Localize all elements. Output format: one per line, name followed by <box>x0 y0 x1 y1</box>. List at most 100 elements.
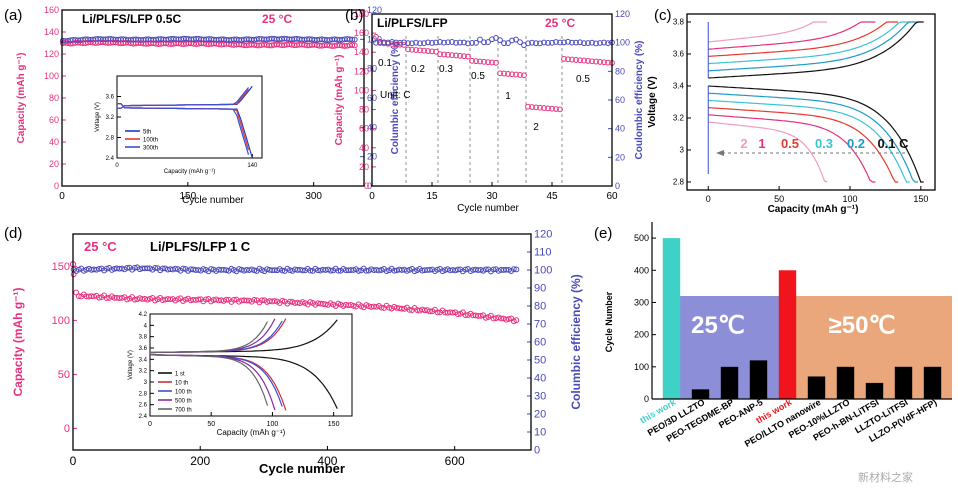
panel-b-x-tick-label: 30 <box>486 191 498 202</box>
efficiency-point <box>565 38 571 45</box>
discharge-curve <box>708 99 910 183</box>
panel-d-y-tick-label: 100 <box>52 315 70 327</box>
capacity-point <box>482 314 489 321</box>
panel-b-y-tick-label: 60 <box>359 124 369 134</box>
efficiency-point <box>335 267 342 274</box>
capacity-point <box>501 70 507 77</box>
panel-b-y-tick-label: 0 <box>364 181 369 191</box>
capacity-point <box>561 56 567 62</box>
capacity-point <box>549 105 555 112</box>
panel-e-y-tick-label: 500 <box>634 233 649 243</box>
rate-label: 0.2 <box>847 136 865 151</box>
panel-d-xlabel: Cycle number <box>259 461 345 476</box>
capacity-point <box>421 307 428 314</box>
efficiency-point <box>510 266 517 273</box>
capacity-point <box>307 299 314 305</box>
charge-curve <box>708 21 918 72</box>
capacity-point <box>597 59 603 65</box>
capacity-point <box>223 296 230 303</box>
efficiency-point <box>537 40 543 47</box>
capacity-point <box>406 306 413 313</box>
charge-curve <box>708 21 924 79</box>
capacity-point <box>477 58 483 65</box>
panel-d-y2-tick-label: 110 <box>534 247 552 259</box>
capacity-point <box>398 305 405 312</box>
efficiency-point <box>505 40 511 46</box>
inset-legend-label: 100th <box>143 138 158 144</box>
bar <box>865 382 884 399</box>
inset-ylabel: Voltage (V) <box>128 350 134 380</box>
panel-a-x-tick-label: 300 <box>305 191 322 202</box>
panel-d-ylabel-right: Columbic efficiency (%) <box>569 274 583 409</box>
capacity-point <box>251 296 258 303</box>
capacity-point <box>553 106 559 112</box>
efficiency-point <box>144 265 151 272</box>
bar <box>894 366 913 399</box>
efficiency-point <box>180 265 186 272</box>
capacity-point <box>449 309 456 316</box>
efficiency-point <box>271 267 278 274</box>
capacity-point <box>493 59 499 66</box>
panel-a-ylabel-left: Capacity (mAh g⁻¹) <box>16 53 27 144</box>
panel-b: 0 15 30 45 600204060801001201401601800204060… <box>334 7 645 214</box>
capacity-point <box>417 47 423 54</box>
panel-a-inset-x-tick-label: 0 <box>115 163 119 169</box>
rate-label: 0.3 <box>815 136 833 151</box>
capacity-point <box>601 59 607 66</box>
panel-a-y-tick-label: 40 <box>49 137 59 147</box>
panel-b-y-tick-label: 100 <box>354 85 369 95</box>
panel-d: 0 200 400 600050100150010203040506070809010… <box>4 225 583 476</box>
capacity-point <box>91 293 97 300</box>
efficiency-point <box>482 266 489 273</box>
panel-d-y2-tick-label: 90 <box>534 283 546 295</box>
capacity-point <box>131 296 138 303</box>
band-25c-label: 25℃ <box>691 312 745 339</box>
panel-b-y2-tick-label: 40 <box>615 124 625 134</box>
discharge-curve <box>708 85 924 183</box>
capacity-point <box>462 312 469 319</box>
panel-d-inset-y-tick-label: 3 <box>144 380 148 386</box>
rate-label: 1 <box>758 136 765 151</box>
panel-d-ylabel-left: Capacity (mAh g⁻¹) <box>11 287 25 396</box>
panel-b-y-tick-label: 140 <box>354 47 369 57</box>
bar <box>691 389 710 399</box>
capacity-point <box>287 298 293 305</box>
capacity-point <box>124 296 130 303</box>
bar <box>662 238 681 399</box>
efficiency-point <box>585 40 591 46</box>
panel-c-y-tick-label: 3.4 <box>673 82 685 91</box>
panel-d-y2-tick-label: 10 <box>534 427 546 439</box>
panel-b-y2-tick-label: 20 <box>615 152 625 162</box>
panel-a-inset: 0 140 2.4 2.8 3.2 3.6 5th 100th 300th Capacity (m… <box>95 75 263 175</box>
efficiency-point <box>597 40 603 46</box>
panel-c-x-tick-label: 50 <box>774 194 784 204</box>
panel-b-y2-tick-label: 120 <box>615 9 630 19</box>
inset-legend-label: 500 th <box>175 399 192 405</box>
efficiency-point <box>406 266 413 273</box>
panel-d-y2-tick-label: 0 <box>534 445 540 457</box>
panel-a-temp: 25 °C <box>262 12 292 26</box>
capacity-point <box>434 309 441 316</box>
capacity-point <box>503 316 510 323</box>
capacity-point <box>119 294 125 301</box>
panel-c-x-tick-label: 0 <box>706 194 711 204</box>
efficiency-point <box>577 39 583 46</box>
panel-d-inset-x-tick-label: 50 <box>207 421 215 428</box>
panel-d-inset-x-tick-label: 150 <box>328 421 340 428</box>
capacity-point <box>144 296 151 303</box>
panel-e-y-tick-label: 100 <box>634 362 649 372</box>
capacity-point <box>348 302 354 308</box>
capacity-point <box>271 298 278 304</box>
capacity-point <box>565 56 571 63</box>
capacity-point <box>437 51 443 58</box>
efficiency-point <box>93 266 100 273</box>
capacity-point <box>322 301 329 308</box>
panel-a-y-tick-label: 20 <box>49 159 59 169</box>
capacity-point <box>533 104 539 111</box>
capacity-point <box>429 48 435 55</box>
efficiency-point <box>525 40 531 47</box>
panel-a-inset-x-tick-label: 140 <box>247 163 258 169</box>
efficiency-point <box>485 39 491 45</box>
inset-legend-label: 10 th <box>175 381 188 387</box>
panel-a-inset-y-tick-label: 2.4 <box>106 156 115 162</box>
